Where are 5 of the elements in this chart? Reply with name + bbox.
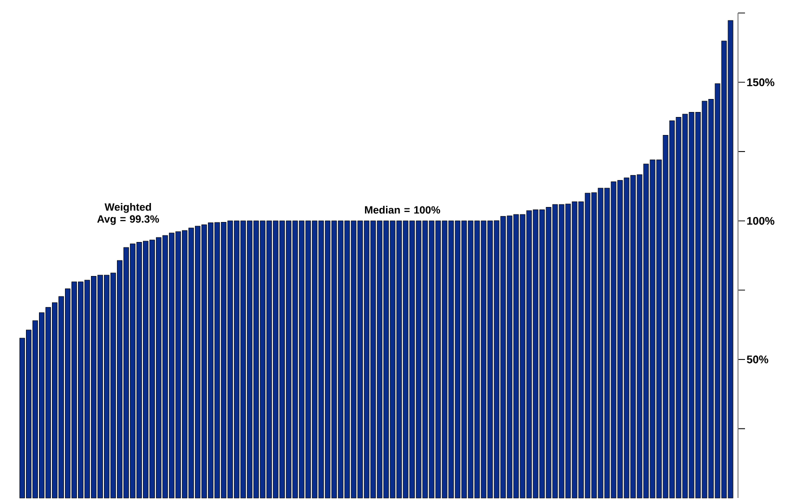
y-tick-label: 150% <box>747 78 774 86</box>
annotation: Weighted Avg = 99.3% <box>97 203 160 225</box>
annotation: Median = 100% <box>364 206 440 214</box>
y-tick-label: 100% <box>747 216 774 225</box>
y-tick-label: 50% <box>746 356 768 364</box>
